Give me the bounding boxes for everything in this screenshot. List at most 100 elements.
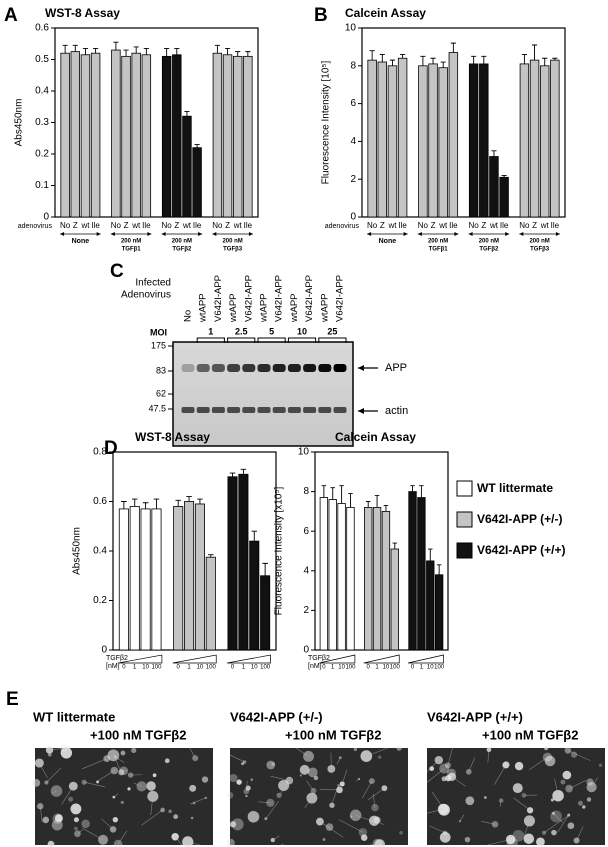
y-tick-label: 0	[350, 212, 356, 223]
micrograph-fiber	[528, 756, 548, 771]
error-bar	[365, 501, 371, 508]
x-tick-label: Z	[225, 221, 230, 230]
x-tick-label: No	[212, 221, 223, 230]
x-tick-label: wt	[489, 221, 499, 230]
micrograph-fiber	[459, 814, 465, 822]
micrograph-fiber	[481, 821, 496, 825]
micrograph-fiber	[576, 826, 584, 841]
micrograph-spot	[74, 826, 78, 831]
band	[318, 364, 332, 372]
panel-label: B	[314, 5, 328, 26]
micrograph-fiber	[101, 818, 114, 830]
x-tick-label: Ile	[449, 221, 458, 230]
panel-label: A	[4, 5, 18, 26]
y-tick-label: 8	[350, 60, 356, 71]
error-bar	[410, 485, 415, 492]
micrograph-spot	[486, 747, 492, 753]
micrograph-spot	[131, 747, 137, 753]
band	[257, 364, 271, 372]
micrograph-fiber	[39, 806, 43, 823]
micrograph-spot	[168, 809, 172, 814]
bar	[129, 506, 140, 651]
band	[227, 407, 241, 413]
band	[181, 407, 195, 413]
x-axis-label: [nM]	[106, 663, 120, 670]
bar	[172, 54, 182, 218]
moi-value: 5	[269, 326, 274, 336]
bar	[428, 63, 438, 218]
micrograph-spot	[229, 773, 238, 783]
moi-value: 25	[327, 326, 337, 336]
band-label: actin	[385, 405, 408, 417]
micrograph-fiber	[278, 782, 289, 796]
micrograph-fiber	[113, 793, 119, 798]
micrograph-spot	[164, 758, 170, 764]
error-bar	[153, 498, 160, 509]
micrograph-spot	[437, 803, 449, 815]
micrograph-spot	[483, 796, 487, 799]
y-axis-label: Abs450nm	[14, 99, 25, 147]
micrograph-fiber	[568, 780, 587, 789]
group-label: 200 nM	[121, 239, 141, 245]
band	[242, 364, 256, 372]
error-bar	[224, 48, 231, 55]
y-tick-label: 0.6	[93, 496, 107, 507]
error-bar	[383, 505, 389, 512]
micrograph-spot	[189, 784, 197, 792]
group-label: 200 nM	[479, 239, 499, 245]
micrograph-fiber	[426, 759, 440, 772]
blot-membrane	[172, 341, 354, 447]
error-bar	[186, 496, 192, 502]
x-tick-label: No	[60, 221, 71, 230]
micrograph-fiber	[499, 800, 502, 807]
y-tick-label: 0.4	[93, 546, 107, 557]
x-tick-label: wt	[438, 221, 448, 230]
micrograph-spot	[464, 836, 471, 843]
micrograph-fiber	[366, 747, 388, 757]
blot-header: Infected	[135, 278, 171, 289]
micrograph-spot	[372, 838, 383, 847]
lane-label: wtAPP	[198, 293, 209, 323]
arrowhead	[358, 365, 364, 371]
micrograph-spot	[245, 794, 248, 798]
micrograph-fiber	[82, 827, 104, 841]
micrograph-spot	[70, 803, 82, 815]
error-bar	[82, 48, 89, 55]
group-label: TGFβ3	[530, 247, 550, 253]
y-tick-label: 8	[303, 486, 309, 497]
error-bar	[262, 562, 268, 576]
micrograph	[427, 748, 605, 845]
error-bar	[400, 54, 406, 59]
lane-label: wtAPP	[228, 293, 239, 323]
micrograph-spot	[96, 780, 100, 784]
bar	[377, 61, 388, 218]
x-tick-label: 10	[383, 665, 390, 671]
y-tick-label: 2	[350, 174, 356, 185]
micrograph-spot	[231, 818, 244, 831]
error-bar	[93, 48, 99, 54]
micrograph-fiber	[272, 835, 280, 841]
dose-wedge	[319, 654, 356, 664]
legend-label: WT littermate	[477, 481, 553, 495]
group-label: 200 nM	[222, 239, 242, 245]
plot-frame	[314, 451, 449, 651]
dose-wedge	[118, 654, 163, 664]
micrograph-fiber	[557, 815, 569, 833]
micrograph-spot	[336, 786, 343, 794]
bar	[243, 55, 253, 218]
bar	[70, 51, 81, 218]
bar	[539, 65, 550, 218]
bar	[182, 115, 192, 218]
micrograph-spot	[399, 830, 403, 835]
micrograph-fiber	[523, 820, 530, 836]
y-tick-label: 2	[303, 605, 309, 616]
micrograph-fiber	[543, 815, 568, 834]
micrograph-fiber	[270, 775, 290, 781]
micrograph-spot	[514, 761, 524, 771]
bar	[364, 507, 373, 651]
x-tick-label: 1	[375, 665, 379, 671]
micrograph-fiber	[84, 781, 106, 788]
micrograph-spot	[582, 805, 586, 809]
